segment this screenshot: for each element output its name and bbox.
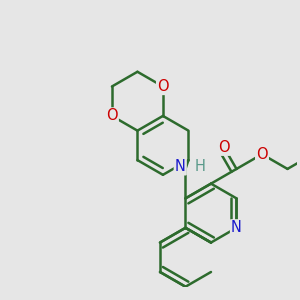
Text: O: O	[157, 79, 169, 94]
Text: N: N	[231, 220, 242, 235]
Text: O: O	[218, 140, 230, 155]
Text: N: N	[175, 159, 186, 174]
Text: O: O	[106, 108, 118, 123]
Text: H: H	[195, 159, 206, 174]
Text: O: O	[256, 147, 268, 162]
